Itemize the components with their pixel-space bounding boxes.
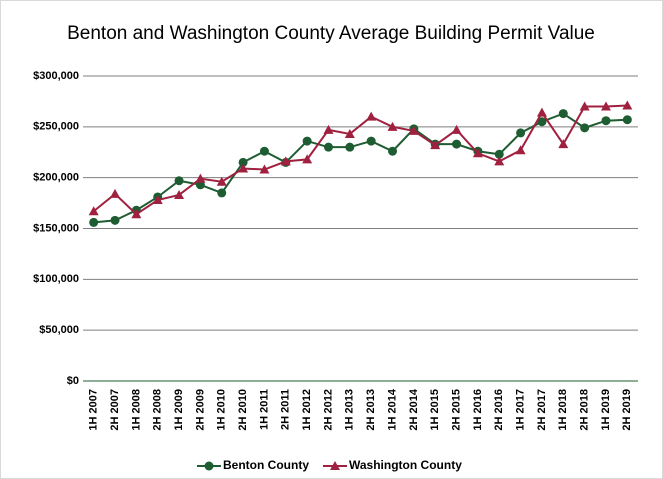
x-tick-label: 2H 2013 [365,389,377,431]
data-point [366,111,377,121]
x-tick-label: 1H 2017 [515,389,527,431]
data-point [217,188,227,198]
data-point [302,154,313,164]
data-point [494,149,504,159]
data-point [472,148,483,158]
x-tick-label: 2H 2012 [322,389,334,431]
legend-marker [330,461,340,470]
data-point [622,115,632,125]
x-tick-label: 2H 2019 [621,389,633,431]
data-point [88,206,99,216]
data-point [302,136,312,146]
data-point [580,123,590,133]
x-tick-label: 1H 2016 [472,389,484,431]
data-point [515,145,526,155]
data-point [110,215,120,225]
x-tick-label: 2H 2018 [579,389,591,431]
x-tick-label: 2H 2017 [536,389,548,431]
x-tick-label: 2H 2011 [280,389,292,430]
data-point [323,124,334,134]
x-tick-label: 2H 2014 [408,388,420,430]
data-point [366,136,376,146]
y-tick-label: $300,000 [33,70,79,82]
data-point [323,142,333,152]
data-point [452,139,462,149]
y-tick-label: $200,000 [33,172,79,184]
x-tick-label: 1H 2015 [429,389,441,431]
data-point [195,173,206,183]
x-tick-label: 2H 2016 [493,389,505,431]
data-point [387,121,398,131]
data-point [174,189,185,199]
x-tick-label: 1H 2018 [557,389,569,431]
data-point [430,140,441,150]
x-tick-label: 1H 2019 [600,389,612,431]
x-tick-label: 1H 2009 [173,389,185,431]
data-point [388,146,398,156]
data-point [345,142,355,152]
data-point [408,125,419,135]
data-point [238,157,248,167]
x-tick-label: 1H 2013 [344,389,356,431]
data-point [344,128,355,138]
x-tick-label: 2H 2007 [109,389,121,431]
data-point [536,107,547,117]
data-point [216,176,227,186]
x-tick-label: 2H 2008 [152,389,164,431]
y-tick-label: $0 [67,375,79,387]
data-point [152,195,163,205]
x-tick-label: 2H 2009 [194,389,206,431]
data-point [579,101,590,111]
x-tick-label: 2H 2010 [237,389,249,431]
y-tick-label: $50,000 [39,324,79,336]
data-point [89,217,99,227]
legend-label: Washington County [349,458,462,472]
chart-title: Benton and Washington County Average Bui… [67,23,595,44]
data-point [537,117,547,127]
data-point [174,176,184,186]
x-tick-label: 1H 2014 [386,388,398,430]
x-tick-label: 1H 2007 [88,389,100,431]
legend-marker [204,461,214,471]
data-point [516,128,526,138]
data-point [259,164,270,174]
data-point [280,156,291,166]
y-tick-label: $100,000 [33,273,79,285]
data-point [601,116,611,126]
x-tick-label: 1H 2010 [216,389,228,431]
legend-label: Benton County [223,458,309,472]
data-point [238,163,249,173]
data-point [558,139,569,149]
data-point [259,146,269,156]
data-point [110,188,121,198]
y-tick-label: $250,000 [33,121,79,133]
y-tick-label: $150,000 [33,222,79,234]
data-point [558,109,568,119]
data-point [600,101,611,111]
x-tick-label: 1H 2008 [130,389,142,431]
data-point [451,124,462,134]
x-tick-label: 1H 2012 [301,389,313,431]
x-tick-label: 2H 2015 [450,389,462,431]
data-point [622,100,633,110]
data-point [131,209,142,219]
series-line [93,104,628,216]
x-tick-label: 1H 2011 [258,389,270,430]
data-point [494,156,505,166]
